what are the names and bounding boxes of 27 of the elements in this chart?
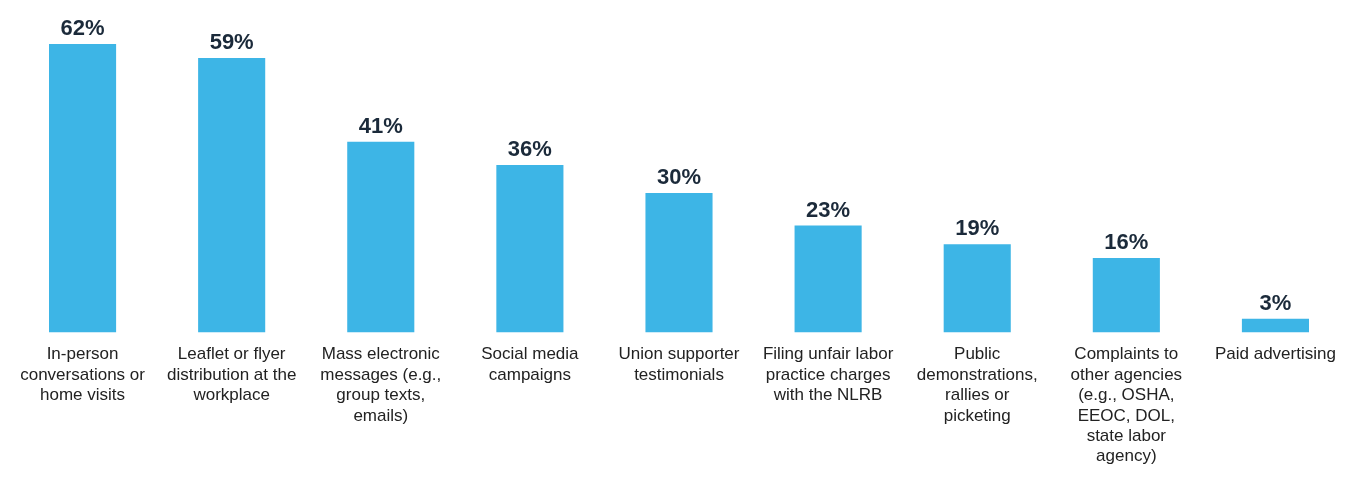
x-tick-label: Complaints to other agencies (e.g., OSHA, EEOC, DOL, state labor agency) (1070, 344, 1183, 466)
bar (347, 141, 415, 333)
data-label: 19% (955, 215, 1000, 241)
x-tick-label: Public demonstrations, rallies or picketing (916, 344, 1038, 425)
bar (496, 165, 564, 333)
bar (645, 192, 713, 333)
bar (1241, 318, 1309, 333)
x-tick-label: Filing unfair labor practice charges with the NLRB (762, 344, 894, 405)
x-tick-label: Union supporter testimonials (618, 344, 740, 384)
x-tick-label: Paid advertising (1214, 344, 1336, 364)
data-label: 36% (507, 136, 552, 162)
bar (1092, 258, 1160, 333)
data-label: 30% (656, 164, 702, 190)
x-tick-label: Leaflet or flyer distribution at the workplace (166, 344, 297, 405)
data-label: 3% (1259, 289, 1292, 315)
bar (49, 44, 117, 333)
bar (198, 57, 266, 333)
bar (943, 244, 1011, 333)
x-tick-label: Social media campaigns (481, 344, 580, 384)
data-label: 23% (806, 196, 851, 222)
x-tick-label: In-person conversations or home visits (20, 344, 146, 405)
x-tick-label: Mass electronic messages (e.g., group texts, emails) (320, 344, 442, 425)
bar (794, 225, 862, 333)
data-label: 59% (209, 29, 254, 55)
data-label: 16% (1104, 229, 1149, 255)
data-label: 62% (60, 15, 105, 41)
data-label: 41% (358, 112, 403, 138)
